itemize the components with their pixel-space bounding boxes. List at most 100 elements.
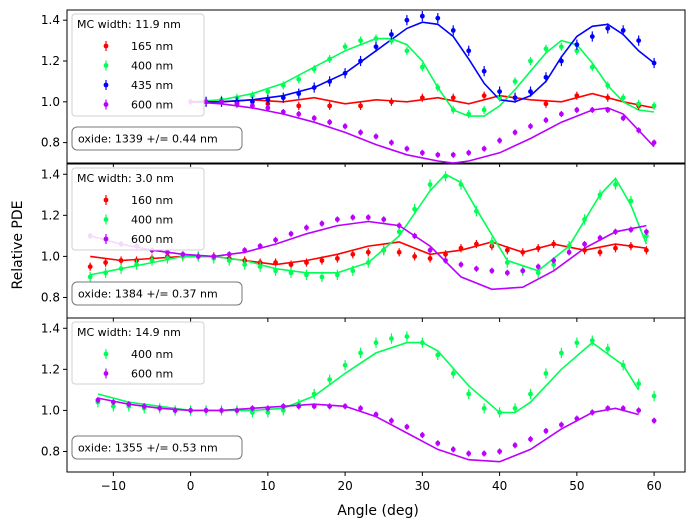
model-curve xyxy=(190,21,655,103)
data-point xyxy=(559,350,564,356)
data-point xyxy=(296,91,302,97)
data-point xyxy=(466,391,472,397)
legend-entry: 400 nm xyxy=(131,348,173,361)
data-point xyxy=(520,268,526,274)
data-point xyxy=(605,346,611,352)
legend-title: MC width: 11.9 nm xyxy=(77,18,181,31)
data-point xyxy=(280,403,286,409)
y-tick-label: 0.8 xyxy=(41,136,60,150)
data-point xyxy=(327,377,333,382)
data-point xyxy=(520,249,526,255)
data-point xyxy=(242,247,248,253)
data-point xyxy=(327,103,333,109)
data-point xyxy=(358,38,363,43)
data-point xyxy=(319,258,325,263)
data-point xyxy=(589,410,595,415)
data-point xyxy=(358,58,363,64)
data-point xyxy=(165,249,170,255)
data-point xyxy=(489,239,495,245)
data-point xyxy=(458,262,464,268)
data-point xyxy=(396,249,402,255)
data-point xyxy=(481,405,487,411)
data-point xyxy=(435,440,441,446)
data-point xyxy=(497,138,502,143)
data-point xyxy=(620,28,626,33)
y-tick-label: 1.4 xyxy=(41,13,60,27)
data-point xyxy=(450,447,456,452)
data-point xyxy=(381,247,387,253)
data-point xyxy=(149,258,155,263)
data-point xyxy=(234,101,240,107)
panel-frame xyxy=(66,9,686,164)
data-point xyxy=(219,408,224,413)
data-point xyxy=(419,13,425,19)
data-point xyxy=(474,241,479,247)
data-point xyxy=(110,403,116,409)
oxide-annotation-box xyxy=(71,435,243,460)
data-point xyxy=(334,256,340,261)
data-point xyxy=(643,233,649,239)
data-point xyxy=(412,233,418,239)
data-point xyxy=(450,28,456,33)
data-point xyxy=(574,416,580,422)
legend-entry: 600 nm xyxy=(131,233,173,246)
data-point xyxy=(265,410,271,415)
data-point xyxy=(628,243,634,249)
legend-entry: 600 nm xyxy=(131,99,173,112)
legend-box xyxy=(71,321,205,385)
data-point xyxy=(543,117,549,123)
data-point xyxy=(597,192,603,198)
y-tick-label: 1.0 xyxy=(41,249,60,263)
data-point xyxy=(643,247,649,253)
data-point xyxy=(497,95,502,101)
data-point xyxy=(373,134,379,139)
oxide-annotation-box xyxy=(71,126,243,151)
data-point xyxy=(582,247,587,253)
data-point xyxy=(528,58,533,64)
data-point xyxy=(250,405,255,411)
data-point xyxy=(188,408,194,413)
data-point xyxy=(211,254,217,259)
data-point xyxy=(535,245,541,251)
x-tick-label: 60 xyxy=(646,479,661,493)
data-point xyxy=(419,95,425,101)
data-point xyxy=(103,270,109,276)
data-point xyxy=(327,79,333,84)
data-point xyxy=(582,217,587,222)
data-point xyxy=(651,418,657,424)
data-point xyxy=(504,247,510,253)
y-tick-label: 1.2 xyxy=(41,208,60,222)
data-point xyxy=(389,418,394,424)
data-point xyxy=(466,111,472,117)
data-point xyxy=(265,105,271,111)
y-tick-label: 1.4 xyxy=(41,167,60,181)
data-point xyxy=(404,424,410,430)
data-point xyxy=(559,44,564,50)
data-point xyxy=(412,254,418,259)
data-point xyxy=(589,64,595,70)
data-point xyxy=(373,412,379,417)
data-point xyxy=(605,25,611,31)
data-point xyxy=(419,340,425,346)
data-point xyxy=(342,123,348,129)
data-point xyxy=(304,260,309,265)
data-point xyxy=(404,146,410,152)
data-point xyxy=(389,140,394,146)
data-point xyxy=(512,95,518,101)
data-point xyxy=(304,225,309,231)
data-point xyxy=(250,103,255,109)
legend-entry: 160 nm xyxy=(131,194,173,207)
data-point xyxy=(559,111,564,117)
y-tick-label: 1.4 xyxy=(41,321,60,335)
data-point xyxy=(427,182,433,187)
legend-marker xyxy=(103,217,109,222)
data-point xyxy=(443,173,448,179)
legend-marker xyxy=(103,371,109,376)
data-point xyxy=(311,115,317,121)
data-point xyxy=(574,93,580,99)
data-point xyxy=(651,140,657,146)
data-point xyxy=(450,95,456,101)
data-point xyxy=(365,214,371,220)
data-point xyxy=(389,99,394,105)
x-tick-label: 0 xyxy=(187,479,195,493)
